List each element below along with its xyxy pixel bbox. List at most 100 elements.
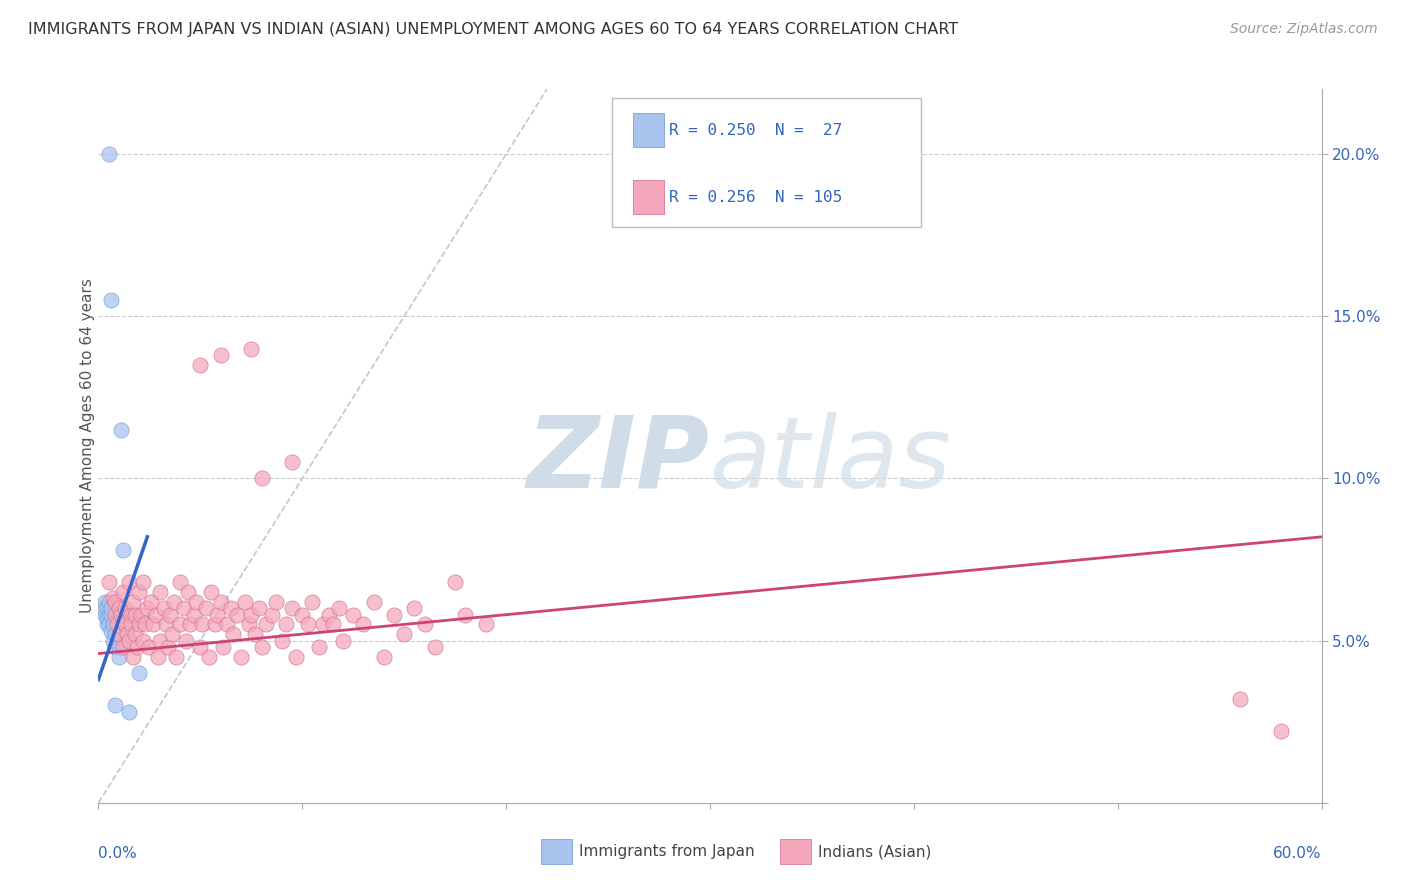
Point	[342, 607, 364, 622]
Point	[254, 617, 277, 632]
Point	[138, 640, 160, 654]
Point	[128, 666, 150, 681]
Point	[169, 617, 191, 632]
Point	[118, 607, 141, 622]
Point	[179, 617, 201, 632]
Point	[188, 358, 212, 372]
Point	[100, 293, 122, 307]
Point	[281, 601, 304, 615]
Point	[226, 607, 249, 622]
Point	[127, 640, 149, 654]
Point	[174, 633, 197, 648]
Point	[132, 633, 155, 648]
Point	[1270, 724, 1292, 739]
Point	[128, 617, 150, 632]
Point	[96, 611, 118, 625]
Point	[124, 627, 146, 641]
Point	[240, 342, 263, 356]
Text: atlas: atlas	[710, 412, 952, 508]
Point	[165, 649, 187, 664]
Point	[274, 617, 297, 632]
Point	[149, 585, 172, 599]
Point	[142, 617, 165, 632]
Text: Immigrants from Japan: Immigrants from Japan	[579, 845, 755, 859]
Point	[97, 617, 120, 632]
Point	[111, 585, 134, 599]
Point	[205, 607, 228, 622]
Point	[96, 601, 118, 615]
Point	[183, 607, 205, 622]
Point	[373, 649, 395, 664]
Point	[169, 575, 191, 590]
Point	[124, 607, 146, 622]
Point	[104, 640, 127, 654]
Point	[260, 607, 283, 622]
Point	[115, 627, 138, 641]
Point	[122, 595, 145, 609]
Point	[118, 705, 141, 719]
Point	[211, 640, 233, 654]
Point	[454, 607, 477, 622]
Point	[108, 640, 131, 654]
Point	[108, 649, 131, 664]
Point	[101, 617, 124, 632]
Point	[120, 617, 142, 632]
Point	[245, 627, 267, 641]
Point	[392, 627, 416, 641]
Point	[160, 627, 183, 641]
Point	[177, 585, 200, 599]
Point	[93, 595, 115, 609]
Point	[163, 595, 186, 609]
Point	[423, 640, 446, 654]
Point	[91, 601, 114, 615]
Point	[404, 601, 426, 615]
Point	[219, 601, 242, 615]
Point	[118, 633, 141, 648]
Point	[250, 471, 273, 485]
Point	[231, 649, 253, 664]
Point	[332, 633, 354, 648]
Point	[363, 595, 385, 609]
Point	[101, 591, 124, 606]
Point	[1229, 692, 1251, 706]
Point	[122, 649, 145, 664]
Point	[93, 607, 115, 622]
Point	[159, 607, 181, 622]
Point	[105, 617, 128, 632]
Point	[110, 423, 132, 437]
Point	[297, 617, 319, 632]
Point	[155, 617, 177, 632]
Point	[100, 624, 122, 638]
Point	[104, 698, 127, 713]
Point	[114, 617, 136, 632]
Point	[134, 617, 156, 632]
Point	[308, 640, 330, 654]
Point	[111, 640, 134, 654]
Point	[195, 601, 218, 615]
Point	[238, 617, 260, 632]
Point	[301, 595, 323, 609]
Text: 0.0%: 0.0%	[98, 846, 138, 861]
Point	[97, 575, 120, 590]
Point	[352, 617, 374, 632]
Point	[173, 601, 195, 615]
Point	[111, 542, 134, 557]
Point	[209, 348, 232, 362]
Text: R = 0.250  N =  27: R = 0.250 N = 27	[669, 123, 842, 137]
Point	[188, 640, 212, 654]
Point	[240, 607, 263, 622]
Point	[129, 607, 152, 622]
Point	[96, 617, 118, 632]
Point	[322, 617, 344, 632]
Point	[413, 617, 436, 632]
Point	[186, 595, 208, 609]
Point	[100, 607, 122, 622]
Point	[382, 607, 405, 622]
Point	[108, 601, 131, 615]
Point	[104, 595, 127, 609]
Point	[108, 627, 131, 641]
Point	[249, 601, 271, 615]
Point	[264, 595, 287, 609]
Point	[146, 649, 169, 664]
Point	[215, 617, 238, 632]
